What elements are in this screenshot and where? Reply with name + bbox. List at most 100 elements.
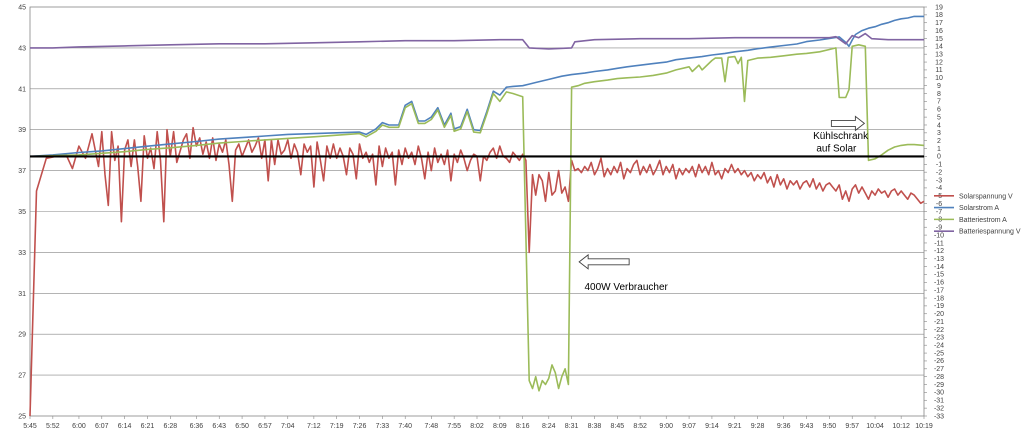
x-tick-label: 8:31 [565,423,579,430]
x-tick-label: 8:52 [633,423,647,430]
right-tick-label: -4 [936,185,942,192]
right-tick-label: 7 [937,99,941,106]
legend-label: Batteriestrom A [959,217,1007,224]
x-tick-label: 5:45 [23,423,37,430]
right-tick-label: 3 [937,130,941,137]
left-tick-label: 33 [18,250,26,257]
right-tick-label: 8 [937,91,941,98]
x-tick-label: 7:12 [307,423,321,430]
x-tick-label: 6:00 [72,423,86,430]
right-tick-label: -26 [934,358,944,365]
right-tick-label: -20 [934,311,944,318]
right-tick-label: -10 [934,232,944,239]
right-tick-label: -22 [934,327,944,334]
x-tick-label: 7:33 [376,423,390,430]
right-tick-label: 14 [935,44,943,51]
right-tick-label: -2 [936,169,942,176]
x-tick-label: 6:57 [258,423,272,430]
right-tick-label: -24 [934,343,944,350]
left-axis: 25 27 29 31 33 35 37 39 41 43 45 [18,5,26,421]
right-tick-label: 4 [937,122,941,129]
right-tick-label: 1 [937,146,941,153]
right-tick-label: 6 [937,107,941,114]
x-axis: 5:45 5:52 6:00 6:07 6:14 6:21 6:28 6:36 6:43 6:50… [23,416,933,430]
x-tick-label: 7:04 [281,423,295,430]
x-tick-label: 9:36 [777,423,791,430]
right-tick-label: -27 [934,366,944,373]
left-tick-label: 27 [18,373,26,380]
x-tick-label: 6:21 [141,423,155,430]
x-tick-label: 7:48 [425,423,439,430]
x-tick-label: 6:07 [95,423,109,430]
left-tick-label: 37 [18,168,26,175]
left-tick-label: 25 [18,414,26,421]
annotation-kuehlschrank: Kühlschrank [813,131,869,142]
left-tick-label: 39 [18,127,26,134]
right-tick-label: -9 [936,225,942,232]
right-tick-label: -17 [934,287,944,294]
x-tick-label: 8:16 [516,423,530,430]
x-tick-label: 10:12 [892,423,910,430]
arrow-right-icon [830,115,866,132]
annotation-400w-verbraucher: 400W Verbraucher [584,282,668,293]
legend: Solarspannung V Solarstrom A Batteriestrom… [934,193,1021,236]
legend-label: Batteriespannung V [959,229,1021,236]
right-tick-label: -28 [934,374,944,381]
legend-label: Solarstrom A [959,205,999,212]
right-tick-label: -30 [934,390,944,397]
right-tick-label: 18 [935,12,943,19]
right-tick-label: -1 [936,162,942,169]
x-tick-label: 9:00 [659,423,673,430]
x-tick-label: 5:52 [46,423,60,430]
right-tick-label: -18 [934,295,944,302]
x-tick-label: 8:24 [542,423,556,430]
right-tick-label: -13 [934,256,944,263]
x-tick-label: 7:55 [447,423,461,430]
right-tick-label: -16 [934,280,944,287]
x-tick-label: 6:50 [235,423,249,430]
series-line-batteriespannung-v [30,32,924,50]
right-tick-label: -14 [934,264,944,271]
x-tick-label: 10:19 [915,423,933,430]
right-tick-label: 10 [935,75,943,82]
x-tick-label: 7:26 [353,423,367,430]
x-tick-label: 9:14 [705,423,719,430]
x-tick-label: 7:40 [398,423,412,430]
right-tick-label: 16 [935,28,943,35]
right-tick-label: -23 [934,335,944,342]
right-tick-label: 5 [937,114,941,121]
right-tick-label: -12 [934,248,944,255]
x-tick-label: 9:21 [728,423,742,430]
left-tick-label: 41 [18,86,26,93]
right-tick-label: -15 [934,272,944,279]
series-layer [29,15,925,417]
x-tick-label: 6:28 [163,423,177,430]
x-tick-label: 9:07 [682,423,696,430]
x-tick-label: 7:19 [330,423,344,430]
x-tick-label: 6:14 [118,423,132,430]
left-tick-label: 43 [18,45,26,52]
right-tick-label: -19 [934,303,944,310]
x-tick-label: 6:43 [212,423,226,430]
x-tick-label: 8:02 [470,423,484,430]
left-tick-label: 45 [18,5,26,12]
x-tick-label: 9:43 [800,423,814,430]
right-tick-label: -11 [934,240,944,247]
right-tick-label: 13 [935,51,943,58]
x-tick-label: 9:57 [845,423,859,430]
series-line-solarstrom-a [29,15,924,158]
left-tick-label: 35 [18,209,26,216]
right-tick-label: -32 [934,405,944,412]
right-tick-label: 9 [937,83,941,90]
right-tick-label: -31 [934,398,944,405]
right-tick-label: 17 [935,20,943,27]
right-tick-label: -29 [934,382,944,389]
right-tick-label: 19 [935,4,943,11]
right-tick-label: -6 [936,201,942,208]
right-tick-label: 15 [935,36,943,43]
right-tick-label: -3 [936,177,942,184]
x-tick-label: 9:28 [751,423,765,430]
right-tick-label: -21 [934,319,944,326]
